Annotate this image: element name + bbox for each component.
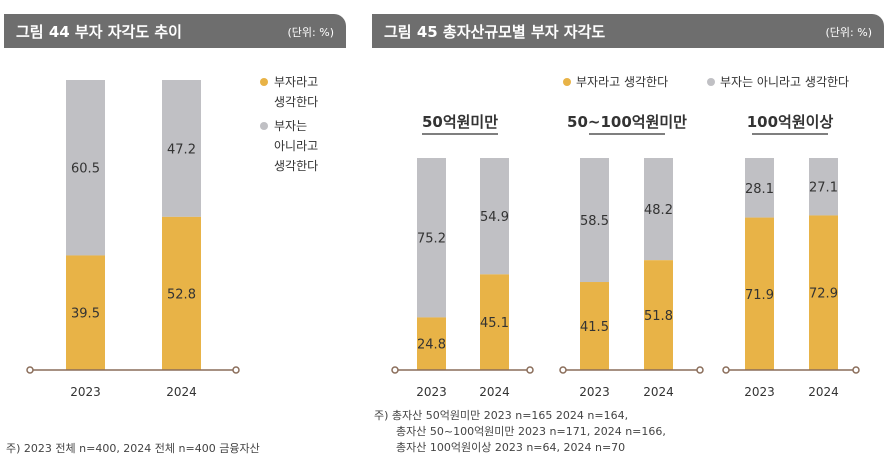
- fig45-group-1-2023-rich-bar: [417, 317, 446, 370]
- figure45-unit: (단위: %): [825, 26, 872, 39]
- fig45-group-1-2024-not-rich-bar: [480, 158, 509, 275]
- fig45-group-1-2023-rich-label: 24.8: [417, 338, 446, 353]
- fig45-group-3-2023-not-rich-label: 28.1: [745, 182, 774, 197]
- fig44-2024-not-rich-bar: [162, 80, 201, 217]
- figure45-footnote-line-3: 총자산 100억원이상 2023 n=64, 2024 n=70: [396, 441, 626, 454]
- fig44-legend-rich-text-2: 생각한다: [274, 95, 318, 109]
- fig44-2024-rich-label: 52.8: [167, 287, 196, 302]
- fig45-group-1-tick-2023: 2023: [416, 385, 447, 399]
- fig45-group-1-tick-2024: 2024: [479, 385, 510, 399]
- fig45-legend-not-rich-text: 부자는 아니라고 생각한다: [720, 75, 849, 89]
- fig45-group-1-2023-not-rich-bar: [417, 158, 446, 318]
- fig45-legend-rich-text: 부자라고 생각한다: [576, 75, 668, 89]
- fig45-group-3-2024-not-rich-bar: [809, 158, 838, 216]
- figure45-footnote-line-2: 총자산 50~100억원미만 2023 n=171, 2024 n=166,: [396, 425, 666, 438]
- fig45-group-2-2023-not-rich-bar: [580, 158, 609, 283]
- fig44-tick-2024: 2024: [166, 385, 197, 399]
- fig45-group-3-2024-rich-bar: [809, 215, 838, 370]
- figure45-header: 그림 45 총자산규모별 부자 자각도 (단위: %): [372, 14, 884, 48]
- fig45-group-1-2024-rich-bar: [480, 274, 509, 370]
- fig44-legend-not-rich-dot: [260, 122, 268, 130]
- fig45-legend-rich-dot: [563, 78, 571, 86]
- fig44-axis-end-left: [26, 366, 34, 374]
- fig45-group-2-2024-rich-bar: [644, 260, 673, 370]
- fig45-group-2-2023-rich-label: 41.5: [580, 320, 609, 335]
- fig45-group-2-title: 50~100억원미만: [567, 113, 687, 131]
- fig45-group-1-2024-not-rich-label: 54.9: [480, 210, 509, 225]
- fig45-group-2-2024-not-rich-label: 48.2: [644, 203, 673, 218]
- figure44-footnote: 주) 2023 전체 n=400, 2024 전체 n=400 금융자산: [6, 442, 260, 455]
- figure44-unit: (단위: %): [287, 26, 334, 39]
- fig45-group-2-2023-rich-bar: [580, 282, 609, 370]
- fig44-legend-not-rich-text-1: 부자는: [274, 119, 307, 133]
- fig45-group-3-2023-rich-label: 71.9: [745, 288, 774, 303]
- fig44-legend-not-rich-text-3: 생각한다: [274, 159, 318, 173]
- fig45-group-2-axis-end-left: [559, 366, 567, 374]
- fig45-group-2-2024-not-rich-bar: [644, 158, 673, 261]
- fig45-group-2-tick-2024: 2024: [643, 385, 674, 399]
- fig45-group-3-title: 100억원이상: [747, 113, 834, 131]
- figure44-title: 그림 44 부자 자각도 추이: [16, 23, 182, 41]
- fig45-group-3-2023-rich-bar: [745, 217, 774, 370]
- fig45-group-3-tick-2024: 2024: [808, 385, 839, 399]
- fig45-group-1-axis-end-left: [391, 366, 399, 374]
- fig45-group-3-2023-not-rich-bar: [745, 158, 774, 218]
- fig44-legend-rich-dot: [260, 78, 268, 86]
- figure45-footnote-line-1: 주) 총자산 50억원미만 2023 n=165 2024 n=164,: [374, 409, 629, 422]
- fig45-group-3-tick-2023: 2023: [744, 385, 775, 399]
- fig45-group-1-2024-rich-label: 45.1: [480, 316, 509, 331]
- fig45-group-3-axis-end-right: [852, 366, 860, 374]
- fig44-legend-rich-text-1: 부자라고: [274, 75, 318, 89]
- fig45-group-2-tick-2023: 2023: [579, 385, 610, 399]
- fig45-group-3-axis-end-left: [722, 366, 730, 374]
- fig45-group-1-axis-end-right: [526, 366, 534, 374]
- figure45-title: 그림 45 총자산규모별 부자 자각도: [384, 23, 606, 41]
- fig44-axis-end-right: [232, 366, 240, 374]
- fig44-tick-2023: 2023: [70, 385, 101, 399]
- fig44-2024-not-rich-label: 47.2: [167, 142, 196, 157]
- fig44-2023-rich-bar: [66, 255, 105, 370]
- fig44-2023-rich-label: 39.5: [71, 307, 100, 322]
- fig44-2023-not-rich-label: 60.5: [71, 162, 100, 177]
- fig45-group-2-axis-end-right: [696, 366, 704, 374]
- fig45-group-2-2024-rich-label: 51.8: [644, 309, 673, 324]
- fig45-group-1-title: 50억원미만: [422, 113, 498, 131]
- fig45-group-3-2024-rich-label: 72.9: [809, 287, 838, 302]
- fig45-group-1-2023-not-rich-label: 75.2: [417, 232, 446, 247]
- fig44-2023-not-rich-bar: [66, 80, 105, 256]
- fig44-legend-not-rich-text-2: 아니라고: [274, 139, 318, 153]
- fig44-2024-rich-bar: [162, 216, 201, 370]
- fig45-group-2-2023-not-rich-label: 58.5: [580, 214, 609, 229]
- fig45-legend-not-rich-dot: [707, 78, 715, 86]
- fig45-group-3-2024-not-rich-label: 27.1: [809, 181, 838, 196]
- figure44-header: 그림 44 부자 자각도 추이 (단위: %): [4, 14, 346, 48]
